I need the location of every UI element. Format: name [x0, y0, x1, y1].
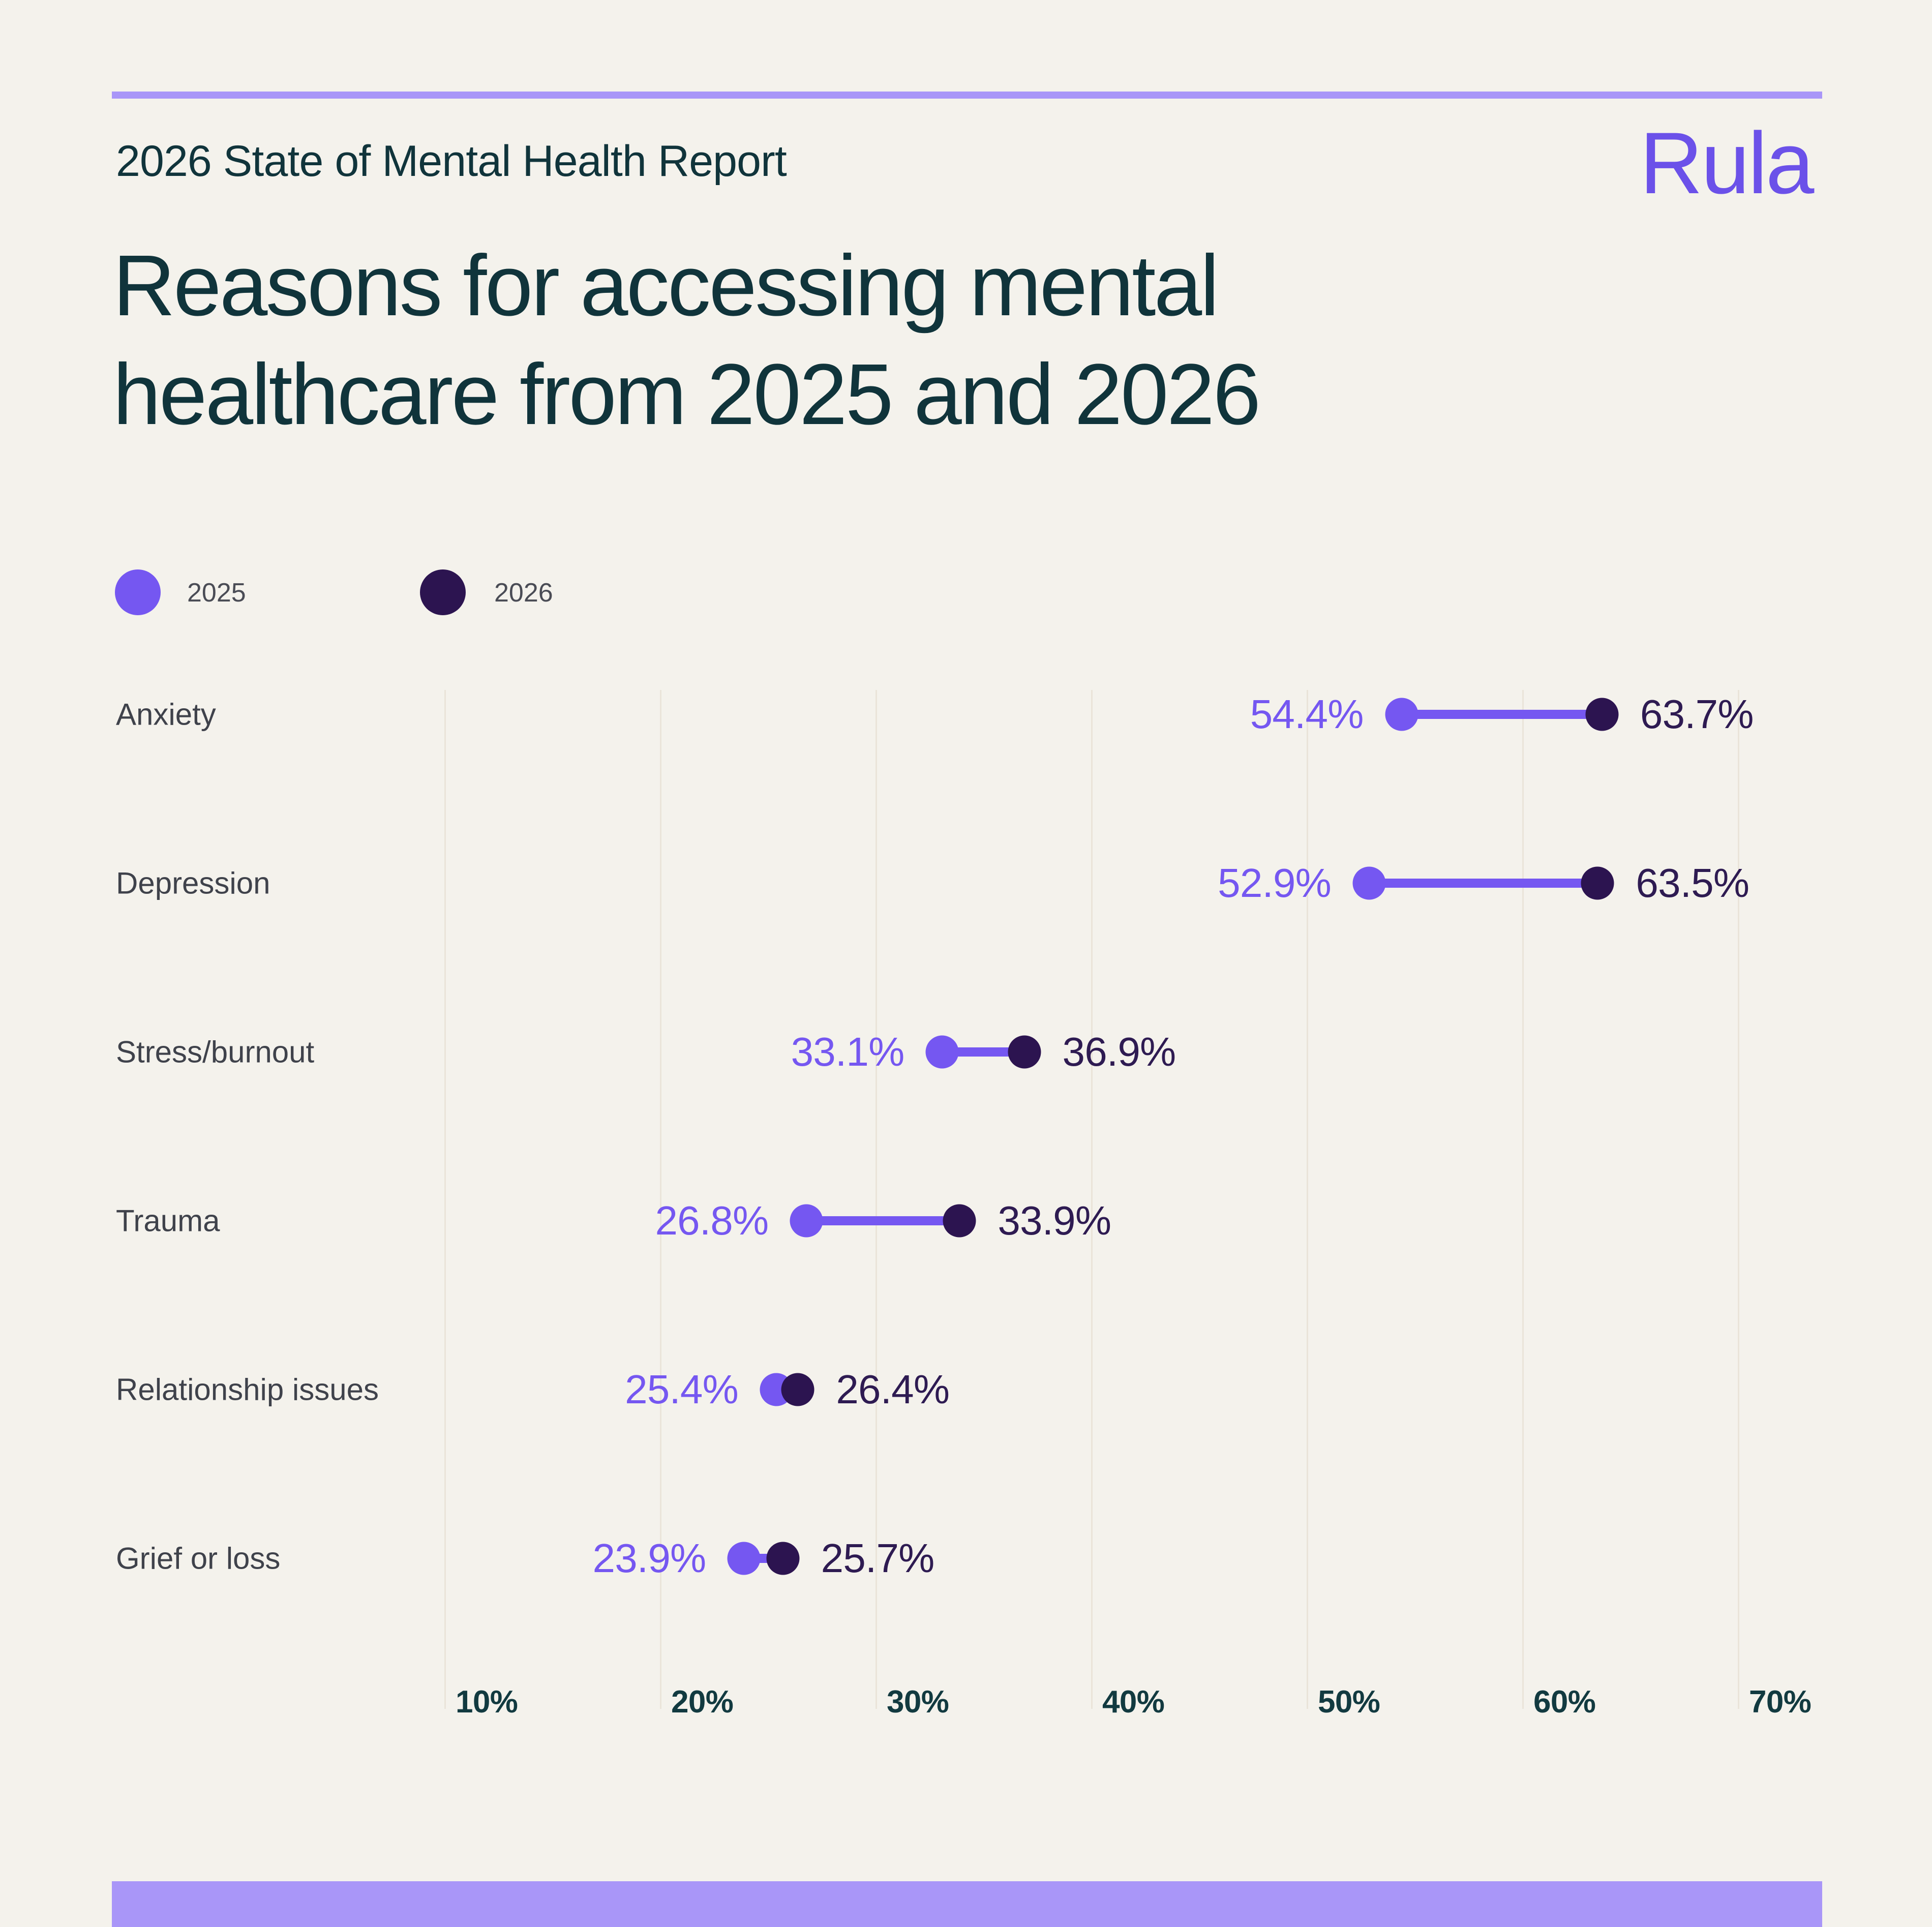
legend-dot-2026	[420, 569, 466, 615]
legend-label-2026: 2026	[494, 578, 553, 608]
gridline-50	[1307, 690, 1308, 1709]
gridline-40	[1091, 690, 1093, 1709]
value-2025: 54.4%	[1250, 691, 1364, 737]
value-2026: 63.7%	[1640, 691, 1754, 737]
dumbbell-connector	[1369, 879, 1598, 888]
dot-2025	[727, 1542, 761, 1575]
value-2025: 23.9%	[592, 1535, 707, 1581]
x-tick-70: 70%	[1749, 1684, 1812, 1720]
dot-2025	[1385, 698, 1418, 731]
value-2025: 25.4%	[625, 1367, 739, 1412]
value-2026: 25.7%	[821, 1535, 935, 1581]
value-2025: 26.8%	[655, 1198, 769, 1243]
dot-2026	[1581, 866, 1614, 900]
gridline-60	[1522, 690, 1524, 1709]
legend-dot-2025	[115, 569, 161, 615]
chart-title-line1: Reasons for accessing mental	[113, 237, 1219, 334]
x-tick-40: 40%	[1102, 1684, 1165, 1720]
dot-2025	[925, 1035, 959, 1069]
dot-2026	[766, 1542, 800, 1575]
value-2026: 33.9%	[998, 1198, 1111, 1243]
chart-title-line2: healthcare from 2025 and 2026	[113, 346, 1261, 443]
x-tick-30: 30%	[887, 1684, 949, 1720]
x-tick-10: 10%	[456, 1684, 518, 1720]
x-tick-60: 60%	[1533, 1684, 1596, 1720]
value-2026: 26.4%	[836, 1367, 950, 1412]
x-tick-50: 50%	[1318, 1684, 1380, 1720]
dot-2026	[1585, 698, 1619, 731]
x-tick-20: 20%	[671, 1684, 734, 1720]
dot-2026	[943, 1204, 976, 1238]
dumbbell-connector	[1401, 710, 1602, 719]
dumbbell-connector	[942, 1047, 1024, 1057]
dot-2026	[781, 1373, 814, 1406]
gridline-70	[1738, 690, 1739, 1709]
category-label: Grief or loss	[116, 1541, 281, 1576]
value-2025: 33.1%	[791, 1029, 905, 1074]
value-2025: 52.9%	[1218, 860, 1332, 906]
rula-logo: Rula	[1640, 114, 1814, 212]
report-label: 2026 State of Mental Health Report	[116, 137, 787, 186]
category-label: Anxiety	[116, 697, 216, 732]
gridline-30	[876, 690, 877, 1709]
gridline-10	[444, 690, 446, 1709]
category-label: Relationship issues	[116, 1372, 379, 1407]
category-label: Stress/burnout	[116, 1035, 315, 1069]
top-accent-bar	[112, 92, 1822, 99]
category-label: Trauma	[116, 1203, 220, 1238]
value-2026: 36.9%	[1062, 1029, 1176, 1074]
bottom-accent-bar	[112, 1881, 1822, 1927]
dot-2026	[1008, 1035, 1041, 1069]
dot-2025	[1352, 866, 1386, 900]
dot-2025	[790, 1204, 823, 1238]
legend-label-2025: 2025	[187, 578, 246, 608]
value-2026: 63.5%	[1636, 860, 1749, 906]
chart-title: Reasons for accessing mental healthcare f…	[113, 231, 1261, 449]
dumbbell-connector	[806, 1216, 960, 1225]
category-label: Depression	[116, 866, 270, 900]
gridline-20	[660, 690, 661, 1709]
